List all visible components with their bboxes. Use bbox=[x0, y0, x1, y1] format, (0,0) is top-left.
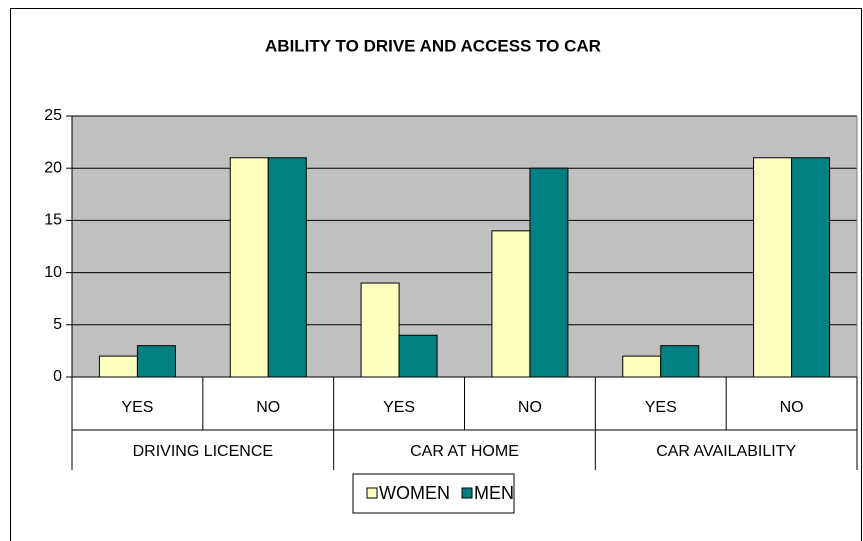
group-label: DRIVING LICENCE bbox=[133, 443, 273, 460]
y-tick-label: 5 bbox=[53, 316, 62, 333]
x-tick-label: NO bbox=[518, 399, 542, 416]
y-tick-label: 10 bbox=[44, 264, 62, 281]
y-tick-label: 15 bbox=[44, 212, 62, 229]
bar bbox=[622, 355, 662, 378]
plot-area bbox=[72, 116, 857, 377]
x-tick-label: NO bbox=[780, 399, 804, 416]
bar bbox=[660, 345, 700, 378]
x-tick-label: YES bbox=[645, 399, 677, 416]
legend bbox=[352, 473, 515, 514]
group-label: CAR AVAILABILITY bbox=[656, 443, 796, 460]
y-tick-label: 0 bbox=[53, 368, 62, 385]
legend-label: WOMEN bbox=[379, 483, 450, 503]
x-tick-label: NO bbox=[256, 399, 280, 416]
x-tick-label: YES bbox=[121, 399, 153, 416]
x-tick-label: YES bbox=[383, 399, 415, 416]
chart-title: ABILITY TO DRIVE AND ACCESS TO CAR bbox=[265, 36, 601, 55]
legend-swatch bbox=[366, 487, 378, 499]
group-label: CAR AT HOME bbox=[410, 443, 519, 460]
y-tick-label: 20 bbox=[44, 159, 62, 176]
legend-swatch bbox=[461, 487, 473, 499]
y-tick-label: 25 bbox=[44, 107, 62, 124]
bar bbox=[791, 157, 831, 378]
legend-label: MEN bbox=[474, 483, 514, 503]
bar bbox=[753, 157, 793, 378]
bar bbox=[398, 334, 438, 378]
bar bbox=[360, 282, 400, 378]
bar bbox=[229, 157, 269, 378]
bar bbox=[98, 355, 138, 378]
bar bbox=[136, 345, 176, 378]
bar bbox=[267, 157, 307, 378]
bar bbox=[491, 230, 531, 378]
bar bbox=[529, 167, 569, 378]
